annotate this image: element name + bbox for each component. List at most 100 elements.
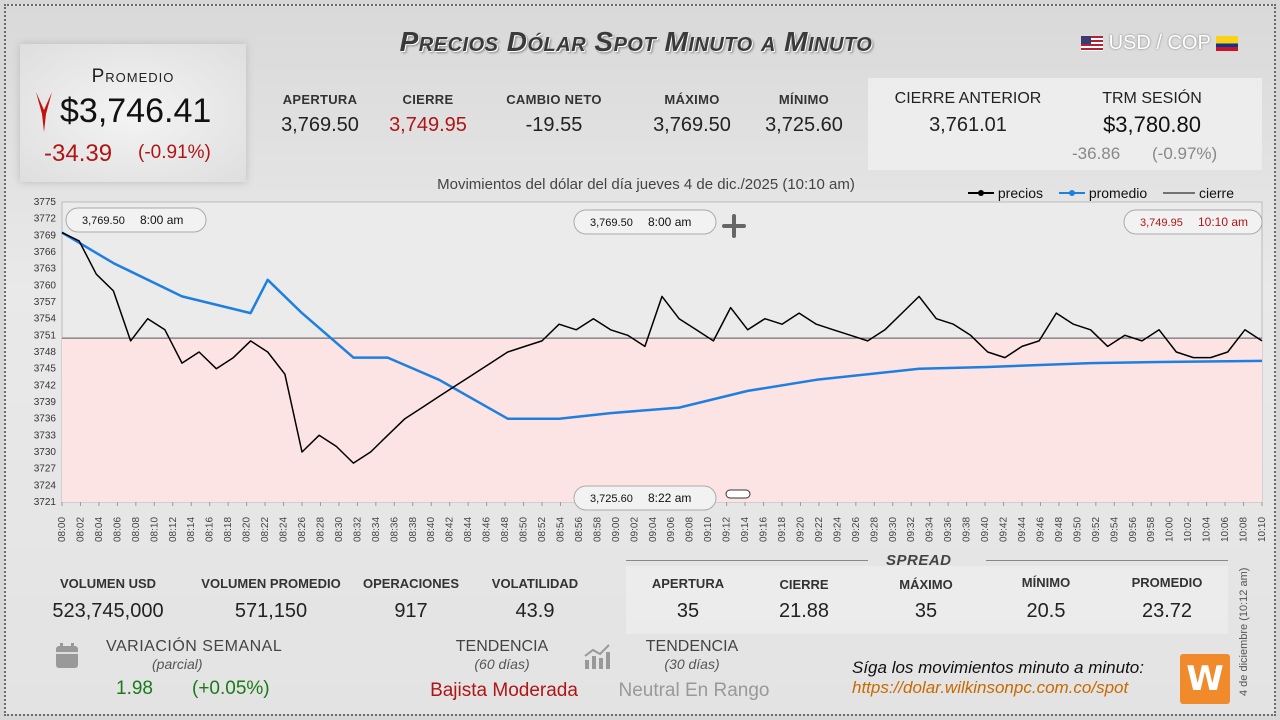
legend-precios: precios	[968, 185, 1047, 201]
us-flag-icon	[1081, 36, 1103, 51]
down-arrow-icon	[36, 92, 52, 132]
x-tick-label: 08:40	[426, 517, 437, 542]
x-tick-label: 09:06	[666, 517, 677, 542]
y-tick-label: 3724	[34, 480, 57, 491]
x-tick-label: 08:24	[279, 517, 290, 542]
trm-change-pct: (-0.97%)	[1152, 144, 1218, 163]
x-tick-label: 08:12	[168, 517, 179, 542]
annotation-close-bubble	[1123, 209, 1263, 235]
x-tick-label: 09:58	[1146, 517, 1157, 542]
avg-volume-label: VOLUMEN PROMEDIO	[201, 576, 341, 591]
x-tick-label: 09:10	[703, 517, 714, 542]
net-change-value: -19.55	[525, 114, 583, 136]
volume-value: 523,745,000	[52, 600, 164, 622]
spread-title: SPREAD	[886, 552, 952, 569]
x-tick-label: 08:30	[334, 517, 345, 542]
series-precios-line	[61, 231, 1263, 464]
x-tick-label: 09:18	[777, 517, 788, 542]
x-tick-label: 09:14	[740, 517, 751, 542]
average-change: -34.39	[44, 140, 113, 167]
x-tick-label: 09:54	[1109, 517, 1120, 542]
weekly-label: VARIACIÓN SEMANAL	[106, 638, 283, 655]
x-tick-label: 09:38	[962, 517, 973, 542]
chart-title: Movimientos del dólar del día jueves 4 d…	[437, 176, 855, 193]
y-tick-label: 3769	[34, 230, 57, 241]
average-change-pct: (-0.91%)	[138, 142, 211, 163]
x-tick-label: 09:02	[629, 517, 640, 542]
x-tick-label: 08:28	[315, 517, 326, 542]
x-tick-label: 08:10	[149, 517, 160, 542]
spread-open-label: APERTURA	[651, 576, 725, 591]
legend-promedio: promedio	[1058, 185, 1151, 201]
x-tick-label: 08:52	[537, 517, 548, 542]
spread-avg-value: 23.72	[1141, 600, 1193, 622]
x-tick-label: 08:08	[131, 517, 142, 542]
x-tick-label: 09:36	[943, 517, 954, 542]
x-tick-label: 10:00	[1165, 517, 1176, 542]
spread-min-label: MÍNIMO	[1021, 575, 1071, 590]
currency-pair: USD / COP	[1081, 32, 1238, 55]
x-tick-label: 08:22	[260, 517, 271, 542]
y-tick-label: 3721	[34, 497, 57, 508]
legend-cierre: cierre	[1163, 185, 1234, 201]
spread-min-value: 20.5	[1026, 600, 1066, 622]
precios-legend-icon	[968, 190, 994, 196]
spread-avg-label: PROMEDIO	[1131, 575, 1203, 590]
cierre-legend-icon	[1163, 192, 1196, 194]
wilkinson-logo[interactable]: W	[1180, 654, 1230, 704]
x-tick-label: 09:20	[795, 517, 806, 542]
range-handle-icon	[725, 489, 751, 499]
x-tick-label: 09:30	[888, 517, 899, 542]
y-tick-label: 3739	[34, 397, 57, 408]
annotation-max-bubble	[573, 209, 717, 235]
avg-volume-value: 571,150	[234, 600, 308, 622]
trm-value: $3,780.80	[1103, 112, 1201, 137]
series-promedio-line	[61, 231, 1263, 420]
crosshair-icon	[722, 214, 746, 238]
y-tick-label: 3757	[34, 297, 57, 308]
operations-label: OPERACIONES	[362, 576, 460, 591]
annotation-max-value: 3,769.50	[590, 217, 633, 229]
max-label: MÁXIMO	[664, 92, 720, 107]
weekly-value: 1.98	[116, 678, 153, 699]
y-tick-label: 3751	[34, 330, 57, 341]
x-tick-label: 09:42	[999, 517, 1010, 542]
x-tick-label: 09:08	[685, 517, 696, 542]
price-chart[interactable]: 3775 3772 3769 3766 3763 3760 3757 3754 3751 3748…	[6, 196, 1276, 556]
annotation-max-time: 8:00 am	[648, 215, 691, 229]
close-label: CIERRE	[402, 92, 454, 107]
pair-label: USD / COP	[1108, 32, 1211, 54]
x-tick-label: 08:04	[94, 517, 105, 542]
x-tick-label: 08:32	[352, 517, 363, 542]
prev-close-value: 3,761.01	[929, 114, 1007, 136]
legend-promedio-label: promedio	[1088, 185, 1148, 201]
x-tick-label: 08:58	[592, 517, 603, 542]
weekly-pct: (+0.05%)	[192, 678, 270, 699]
volatility-label: VOLATILIDAD	[491, 576, 579, 591]
close-value: 3,749.95	[389, 114, 467, 136]
annotation-open-bubble	[65, 207, 207, 233]
x-tick-label: 08:36	[389, 517, 400, 542]
x-tick-label: 09:22	[814, 517, 825, 542]
x-tick-label: 09:28	[869, 517, 880, 542]
average-price-box: Promedio $3,746.41 -34.39 (-0.91%)	[20, 44, 246, 182]
spread-divider-left	[626, 560, 868, 561]
x-tick-label: 10:02	[1183, 517, 1194, 542]
volatility-value: 43.9	[515, 600, 555, 622]
trm-change: -36.86	[1072, 144, 1121, 163]
x-tick-label: 08:02	[75, 517, 86, 542]
follow-link[interactable]: https://dolar.wilkinsonpc.com.co/spot	[852, 678, 1129, 697]
x-tick-label: 08:14	[186, 517, 197, 542]
x-tick-label: 08:48	[500, 517, 511, 542]
y-tick-label: 3730	[34, 447, 57, 458]
x-tick-label: 09:56	[1128, 517, 1139, 542]
opening-value: 3,769.50	[281, 114, 359, 136]
annotation-close-value: 3,749.95	[1140, 217, 1183, 229]
spread-box	[626, 566, 1228, 634]
x-tick-label: 08:38	[408, 517, 419, 542]
spread-close-label: CIERRE	[779, 577, 829, 592]
x-tick-label: 10:08	[1239, 517, 1250, 542]
x-tick-label: 08:26	[297, 517, 308, 542]
follow-text: Síga los movimientos minuto a minuto:	[852, 658, 1144, 677]
x-tick-label: 09:00	[611, 517, 622, 542]
